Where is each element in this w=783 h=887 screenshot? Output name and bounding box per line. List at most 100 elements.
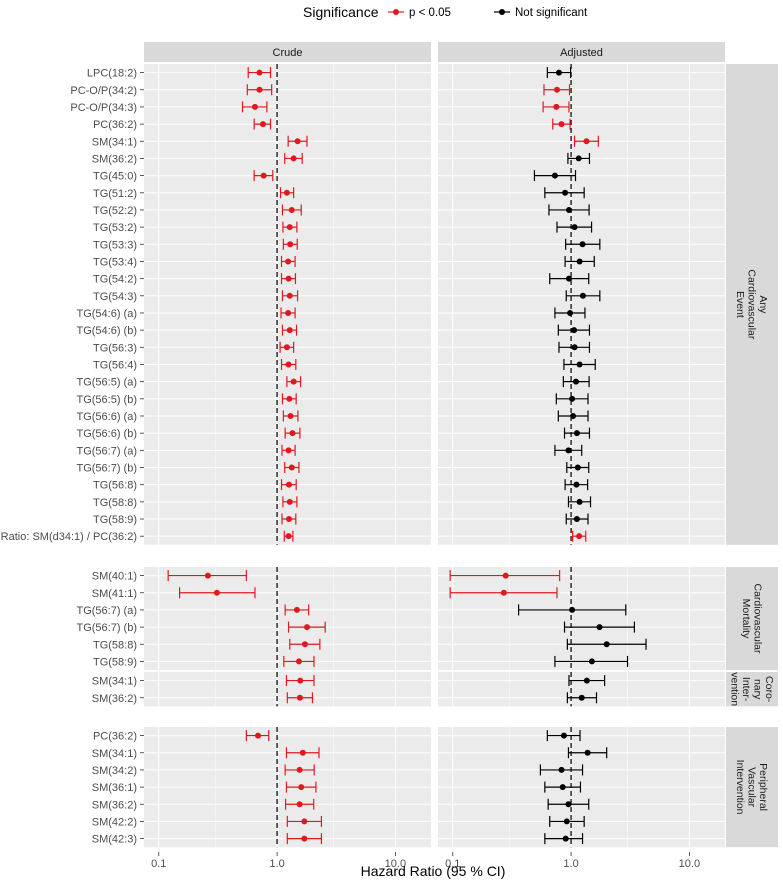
point-estimate [562,189,569,196]
point-estimate [283,189,290,196]
row-label: TG(56:4) [93,359,137,371]
point-estimate [553,103,560,110]
point-estimate [570,412,577,419]
point-estimate [204,572,211,579]
point-estimate [571,344,578,351]
row-strip-label-line: Intervention [734,760,746,815]
point-estimate [565,801,572,808]
panel-background [144,64,431,545]
point-estimate [565,447,572,454]
row-strip-label-line: Mortality [740,599,752,639]
point-estimate [575,155,582,162]
row-label: SM(42:3) [92,834,137,846]
point-estimate [579,292,586,299]
row-strip-label: Coro-naryInter-vention [728,672,775,706]
row-label: Ratio: SM(d34:1) / PC(36:2) [1,531,137,543]
row-strip-label-line: nary [751,679,763,700]
point-estimate [295,658,302,665]
point-estimate [569,606,576,613]
point-estimate [256,69,263,76]
row-label: PC(36:2) [93,119,137,131]
row-label: PC-O/P(34:2) [70,85,137,97]
point-estimate [572,378,579,385]
panel-background [144,567,431,671]
row-label: TG(56:3) [93,342,137,354]
point-estimate [301,818,308,825]
point-estimate [573,516,580,523]
column-header-label: Crude [273,47,303,59]
panel-background [438,64,725,545]
legend-key-point-sig [393,9,399,15]
point-estimate [502,572,509,579]
point-estimate [289,430,296,437]
point-estimate [251,103,258,110]
point-estimate [569,395,576,402]
row-label: SM(41:1) [92,588,137,600]
row-label: TG(56:7) (a) [76,605,137,617]
row-strip [726,64,778,545]
row-label: TG(53:3) [93,239,137,251]
point-estimate [296,801,303,808]
point-estimate [287,412,294,419]
point-estimate [301,835,308,842]
row-strip-label-line: Inter- [740,677,752,702]
point-estimate [286,292,293,299]
point-estimate [259,121,266,128]
point-estimate [583,677,590,684]
row-label: TG(56:8) [93,480,137,492]
row-label: TG(58:9) [93,514,137,526]
legend: Significance p < 0.05 Not significant [303,4,588,20]
point-estimate [290,155,297,162]
legend-title: Significance [303,4,379,20]
legend-key-point-ns [499,9,505,15]
point-estimate [285,275,292,282]
row-label: TG(53:4) [93,256,137,268]
row-label: LPC(18:2) [87,68,137,80]
point-estimate [500,589,507,596]
point-estimate [285,533,292,540]
point-estimate [571,224,578,231]
point-estimate [213,589,220,596]
row-strip-label-line: Peripheral [757,763,769,811]
point-estimate [286,498,293,505]
row-strip [726,567,778,671]
point-estimate [297,677,304,684]
point-estimate [285,516,292,523]
point-estimate [301,641,308,648]
row-label: SM(34:2) [92,765,137,777]
row-label: TG(54:3) [93,291,137,303]
row-strip-label-line: Coro- [763,676,775,703]
row-label: TG(54:6) (a) [76,308,137,320]
row-label: TG(54:6) (b) [76,325,137,337]
point-estimate [576,361,583,368]
point-estimate [596,624,603,631]
row-label: TG(58:8) [93,497,137,509]
point-estimate [553,86,560,93]
point-estimate [562,835,569,842]
row-label: TG(51:2) [93,188,137,200]
column-header-strip [438,42,725,62]
point-estimate [288,206,295,213]
point-estimate [296,766,303,773]
point-estimate [558,766,565,773]
row-strip [726,672,778,707]
row-strip-label: AnyCardiovascularEvent [734,269,769,340]
point-estimate [299,749,306,756]
point-estimate [293,606,300,613]
point-estimate [555,69,562,76]
point-estimate [579,241,586,248]
point-estimate [576,258,583,265]
point-estimate [285,309,292,316]
row-label: PC(36:2) [93,731,137,743]
point-estimate [290,378,297,385]
row-strip-label-line: vention [728,672,740,706]
row-label: SM(36:2) [92,693,137,705]
row-label: SM(34:1) [92,136,137,148]
row-label: TG(58:8) [93,639,137,651]
point-estimate [256,86,263,93]
point-estimate [584,749,591,756]
point-estimate [286,327,293,334]
row-strip-label-line: Cardiovascular [751,583,763,654]
point-estimate [573,481,580,488]
point-estimate [560,732,567,739]
